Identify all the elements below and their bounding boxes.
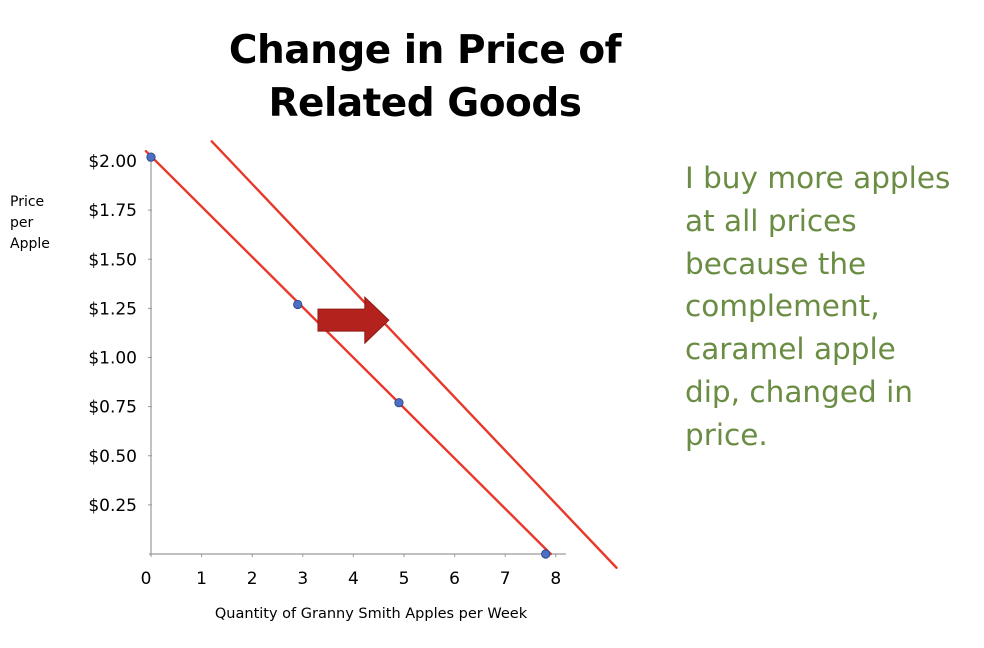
y-tick-label: $0.75 bbox=[88, 398, 137, 418]
x-tick-label: 2 bbox=[247, 569, 258, 589]
demand-curves bbox=[144, 140, 618, 569]
y-axis-label: Price per Apple bbox=[10, 192, 50, 255]
y-tick-label: $0.50 bbox=[88, 447, 137, 467]
x-tick-label: 6 bbox=[449, 569, 460, 589]
y-axis-label-line-1: Price bbox=[10, 194, 45, 210]
y-tick-label: $1.00 bbox=[88, 349, 137, 369]
right-arrow-icon bbox=[317, 295, 390, 345]
x-tick-label: 3 bbox=[297, 569, 308, 589]
annotation-text: I buy more apples at all prices because … bbox=[685, 157, 975, 457]
slide-title: Change in Price of Related Goods bbox=[180, 24, 670, 130]
annotation-line: because the bbox=[685, 246, 867, 281]
annotation-line: I buy more apples bbox=[685, 161, 951, 195]
y-axis-label-line-2: per bbox=[10, 215, 34, 231]
tick-labels: $0.25 $0.50 $0.75 $1.00 $1.25 $1.50 $1.75 $2.00… bbox=[88, 152, 561, 589]
annotation-line: caramel apple bbox=[685, 332, 896, 367]
slide-title-line-1: Change in Price of bbox=[228, 28, 622, 73]
data-point bbox=[541, 549, 551, 559]
x-tick-label: 5 bbox=[399, 569, 410, 589]
data-point bbox=[394, 398, 404, 408]
y-tick-label: $1.25 bbox=[88, 299, 137, 319]
annotation-line: at all prices bbox=[685, 203, 857, 238]
annotation-line: complement, bbox=[685, 289, 880, 324]
x-tick-label: 4 bbox=[348, 569, 359, 589]
x-tick-label: 7 bbox=[500, 569, 511, 589]
x-tick-label: 1 bbox=[196, 569, 207, 589]
y-axis-label-line-3: Apple bbox=[10, 236, 50, 252]
y-tick-label: $1.50 bbox=[88, 250, 137, 270]
shift-arrow bbox=[317, 295, 390, 345]
x-tick-label: 8 bbox=[550, 569, 561, 589]
y-tick-label: $0.25 bbox=[88, 496, 137, 516]
x-axis-label: Quantity of Granny Smith Apples per Week bbox=[215, 606, 528, 622]
y-tick-label: $2.00 bbox=[88, 152, 137, 172]
data-points bbox=[146, 152, 551, 559]
data-point bbox=[146, 152, 156, 162]
y-tick-label: $1.75 bbox=[88, 201, 137, 221]
original-demand-line bbox=[144, 149, 552, 556]
data-point bbox=[293, 299, 303, 310]
x-tick-label: 0 bbox=[141, 569, 152, 589]
annotation-line: price. bbox=[685, 417, 768, 452]
annotation-line: dip, changed in bbox=[685, 374, 913, 409]
shifted-demand-line bbox=[210, 140, 618, 569]
slide-title-line-2: Related Goods bbox=[268, 81, 582, 126]
axes bbox=[148, 155, 566, 557]
